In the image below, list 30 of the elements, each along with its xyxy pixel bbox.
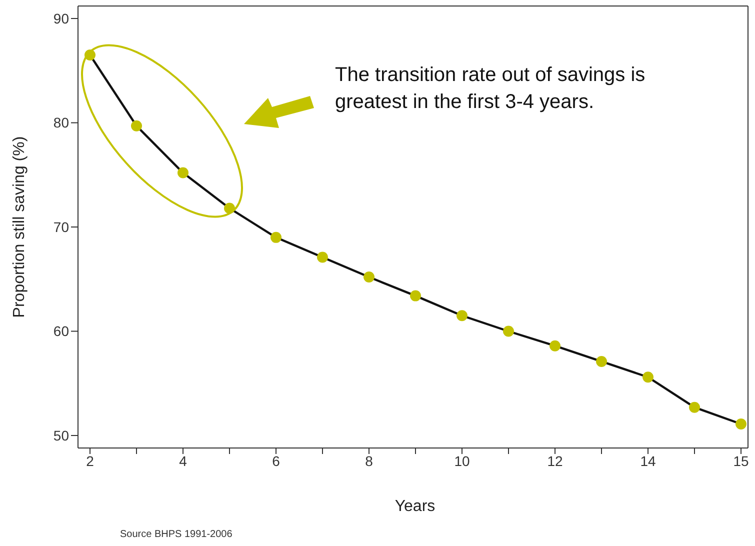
x-tick-label: 8	[365, 452, 374, 469]
point	[131, 120, 142, 132]
y-tick-label: 60	[53, 323, 70, 340]
x-tick-label: 2	[86, 452, 94, 469]
point	[364, 272, 374, 283]
point	[178, 167, 188, 178]
point	[596, 356, 607, 367]
point	[689, 402, 700, 413]
y-tick-label: 80	[53, 114, 70, 131]
y-tick-label: 50	[53, 427, 70, 444]
point	[317, 252, 328, 263]
y-tick-label: 90	[53, 10, 70, 26]
point	[270, 232, 282, 243]
source-note: Source BHPS 1991-2006	[120, 529, 232, 540]
annotation: The transition rate out of savings is greatest in the first 3-4 years.	[335, 63, 646, 115]
point	[503, 326, 514, 337]
point	[456, 310, 468, 322]
x-tick-label: 14	[640, 452, 656, 469]
y-axis-title: Proportion still saving (%)	[11, 136, 28, 318]
x-tick-label: 6	[272, 452, 280, 469]
x-tick-label: 15	[733, 452, 749, 469]
x-tick-label: 12	[547, 452, 563, 469]
x-tick-label: 4	[179, 452, 188, 469]
point	[736, 418, 746, 430]
x-tick-label: 10	[454, 452, 470, 469]
x-axis-title: Years	[394, 498, 436, 515]
point	[410, 290, 421, 302]
point	[642, 372, 654, 383]
point	[550, 340, 560, 352]
y-tick-label: 70	[53, 218, 70, 235]
